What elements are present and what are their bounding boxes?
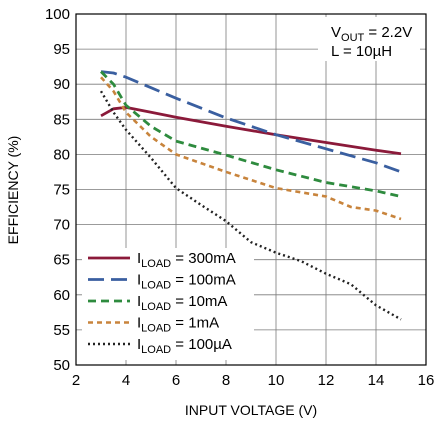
legend-label-sub: LOAD xyxy=(141,280,171,292)
legend-label-rest: = 300mA xyxy=(171,250,236,267)
plot-frame xyxy=(75,13,427,366)
legend-label-main: I xyxy=(137,315,141,332)
legend-label-main: I xyxy=(137,272,141,289)
x-tick-label: 4 xyxy=(122,372,130,389)
series-line-1 xyxy=(100,106,402,156)
tick-labels: 2 4 6 8 10 12 14 16 50 55 60 65 70 75 80 85 90 95 100 xyxy=(45,6,434,389)
y-tick-label: 95 xyxy=(53,41,70,58)
legend-label-main: I xyxy=(137,336,141,353)
annotation-box: VOUT = 2.2V L = 10µH xyxy=(318,17,420,61)
x-tick-label: 2 xyxy=(72,372,80,389)
series-line-3 xyxy=(100,70,402,198)
series-group xyxy=(99,70,402,321)
legend-label-1: ILOAD = 300mA xyxy=(137,250,236,270)
y-tick-label: 90 xyxy=(53,76,70,93)
y-tick-label: 85 xyxy=(53,111,70,128)
series-line-4 xyxy=(100,76,402,221)
annotation-vout: VOUT = 2.2V xyxy=(331,24,412,44)
legend-label-2: ILOAD = 100mA xyxy=(137,272,236,292)
x-tick-label: 10 xyxy=(268,372,285,389)
x-axis-title: INPUT VOLTAGE (V) xyxy=(185,402,317,418)
legend-label-main: I xyxy=(137,250,141,267)
legend-label-5: ILOAD = 100µA xyxy=(137,336,232,356)
annotation-vout-main: V xyxy=(331,24,341,41)
legend-label-sub: LOAD xyxy=(141,301,171,313)
x-tick-label: 16 xyxy=(418,372,435,389)
annotation-vout-sub: OUT xyxy=(341,32,365,44)
x-tick-label: 6 xyxy=(172,372,180,389)
legend-label-3: ILOAD = 10mA xyxy=(137,293,227,313)
annotation-vout-rest: = 2.2V xyxy=(364,24,412,41)
y-tick-label: 60 xyxy=(53,287,70,304)
y-tick-label: 75 xyxy=(53,182,70,199)
x-tick-label: 8 xyxy=(222,372,230,389)
y-tick-label: 55 xyxy=(53,322,70,339)
legend-label-main: I xyxy=(137,293,141,310)
annotation-inductance: L = 10µH xyxy=(331,43,392,60)
annotation-background xyxy=(318,17,420,61)
legend-label-sub: LOAD xyxy=(141,344,171,356)
series-line-2 xyxy=(100,70,402,174)
y-tick-label: 70 xyxy=(53,217,70,234)
legend-label-rest: = 1mA xyxy=(171,315,219,332)
x-tick-label: 14 xyxy=(368,372,385,389)
y-axis-title: EFFICIENCY (%) xyxy=(5,136,21,245)
legend-label-rest: = 10mA xyxy=(171,293,227,310)
y-tick-label: 50 xyxy=(53,357,70,374)
x-tick-label: 12 xyxy=(318,372,335,389)
y-tick-label: 65 xyxy=(53,252,70,269)
legend-label-4: ILOAD = 1mA xyxy=(137,315,219,335)
y-tick-label: 80 xyxy=(53,146,70,163)
y-tick-label: 100 xyxy=(45,6,70,23)
legend-label-sub: LOAD xyxy=(141,323,171,335)
legend-label-rest: = 100mA xyxy=(171,272,236,289)
legend-background xyxy=(82,248,254,360)
legend-label-sub: LOAD xyxy=(141,258,171,270)
legend-label-rest: = 100µA xyxy=(171,336,232,353)
